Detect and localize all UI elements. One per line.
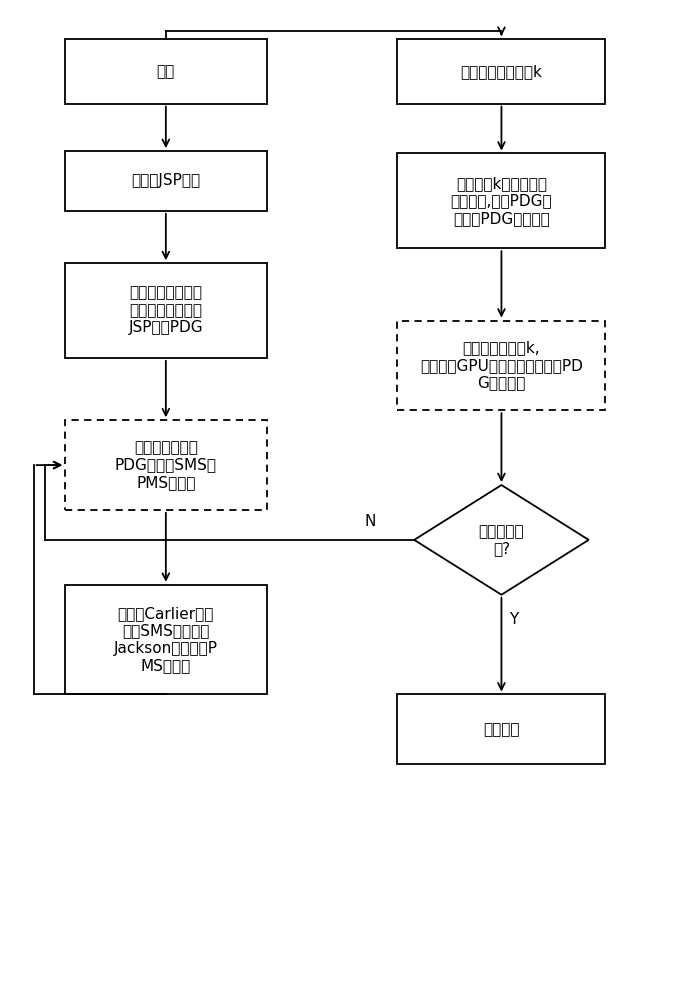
Bar [398, 320, 605, 410]
Text: 初始化已排序的机
器集为空集，根据
JSP建立PDG: 初始化已排序的机 器集为空集，根据 JSP建立PDG [129, 286, 203, 335]
Text: 拓扑排序算法将
PDG分解为SMS或
PMS子问题: 拓扑排序算法将 PDG分解为SMS或 PMS子问题 [115, 440, 217, 490]
Text: 开始: 开始 [157, 64, 175, 79]
Text: 确定并调度瓶颈机k: 确定并调度瓶颈机k [460, 64, 543, 79]
Polygon shape [415, 485, 588, 595]
Bar [65, 420, 266, 510]
Bar [398, 153, 605, 248]
Text: 初始化JSP实例: 初始化JSP实例 [131, 173, 200, 188]
Text: 将瓶颈机k加入已排序
的机器集,更新PDG，
对当前PDG重新排序: 将瓶颈机k加入已排序 的机器集,更新PDG， 对当前PDG重新排序 [451, 176, 552, 226]
Text: 输出结果: 输出结果 [483, 722, 520, 737]
Text: 满足终止条
件?: 满足终止条 件? [479, 524, 524, 556]
Text: 改进的Carlier算法
求解SMS子问题，
Jackson算法求解P
MS子问题: 改进的Carlier算法 求解SMS子问题， Jackson算法求解P MS子问… [114, 606, 218, 673]
Bar [65, 585, 266, 694]
Bar [65, 263, 266, 358]
Text: 重新调度瓶颈机k,
使用基于GPU的禁忌搜索算法对PD
G进行优化: 重新调度瓶颈机k, 使用基于GPU的禁忌搜索算法对PD G进行优化 [420, 340, 583, 390]
Bar [398, 39, 605, 104]
Bar [65, 151, 266, 211]
Text: N: N [365, 514, 376, 529]
Bar [398, 694, 605, 764]
Bar [65, 39, 266, 104]
Text: Y: Y [509, 612, 518, 627]
